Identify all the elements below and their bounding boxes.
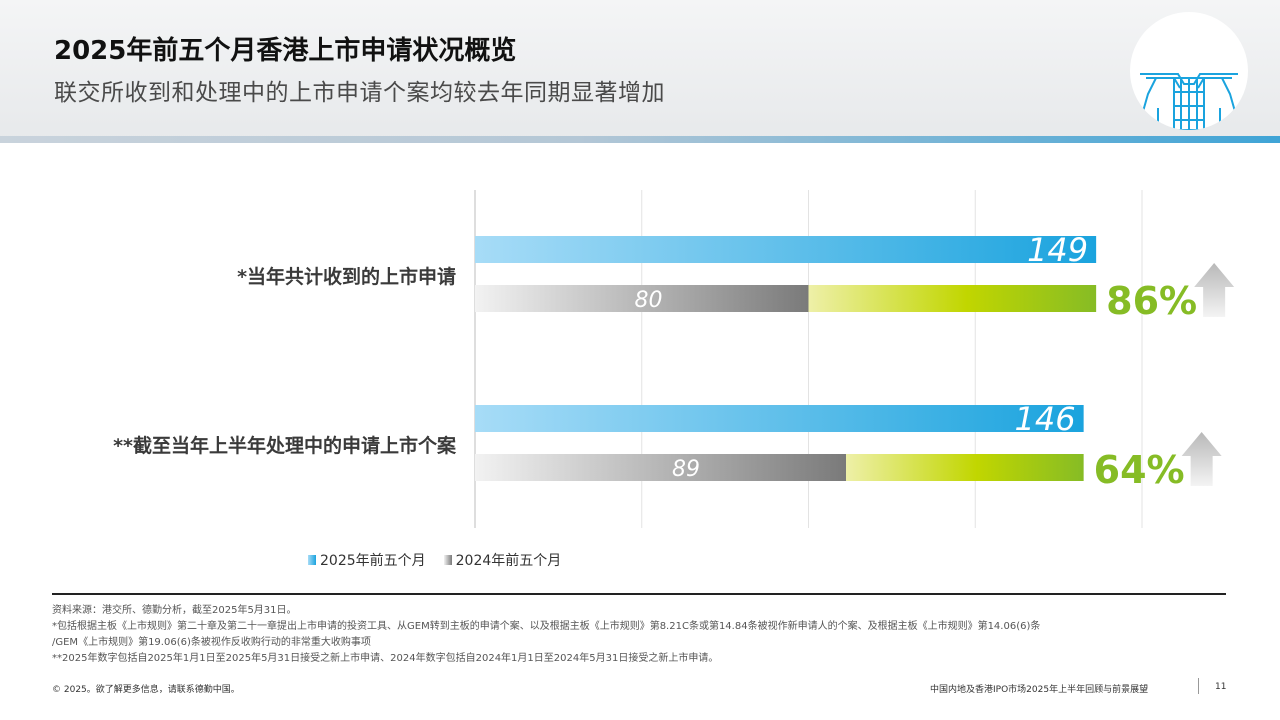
header-band (0, 0, 1280, 140)
bar-2024 (475, 454, 847, 481)
growth-label: 64% (1094, 448, 1185, 492)
legend: 2025年前五个月 2024年前五个月 (308, 550, 561, 570)
legend-item-2024: 2024年前五个月 (443, 550, 562, 570)
up-arrow-icon (1194, 263, 1235, 317)
value-label-2025: 149 (1027, 231, 1088, 269)
note-source: 资料来源：港交所、德勤分析，截至2025年5月31日。 (52, 605, 297, 616)
up-arrow-icon (1181, 432, 1222, 486)
legend-item-2025: 2025年前五个月 (308, 550, 426, 570)
page-separator (1198, 678, 1199, 694)
legend-swatch-2025 (308, 555, 316, 565)
note-1: *包括根据主板《上市规则》第二十章及第二十一章提出上市申请的投资工具、从GEM转… (52, 621, 1041, 632)
note-1-cont: /GEM《上市规则》第19.06(6)条被视作反收购行动的非常重大收购事项 (52, 637, 371, 648)
page-title: 2025年前五个月香港上市申请状况概览 (54, 36, 517, 66)
growth-segment (846, 454, 1084, 481)
bar-2025 (475, 236, 1097, 263)
legend-swatch-2024 (443, 555, 452, 565)
bar-2024 (475, 285, 809, 312)
legend-label-2024: 2024年前五个月 (455, 553, 562, 569)
legend-label-2025: 2025年前五个月 (320, 553, 426, 569)
data-labels: 149 80 86% 146 89 64% (635, 231, 1235, 492)
bars (475, 236, 1097, 481)
logo (1130, 12, 1248, 130)
source-notes: 资料来源：港交所、德勤分析，截至2025年5月31日。 *包括根据主板《上市规则… (52, 603, 1232, 667)
growth-label: 86% (1106, 279, 1197, 323)
value-label-2024: 89 (672, 457, 700, 482)
page-number: 11 (1215, 682, 1227, 692)
growth-segment (808, 285, 1097, 312)
note-2: **2025年数字包括自2025年1月1日至2025年5月31日接受之新上市申请… (52, 653, 719, 664)
header-accent-bar (0, 136, 1280, 143)
page-subtitle: 联交所收到和处理中的上市申请个案均较去年同期显著增加 (54, 80, 665, 106)
value-label-2025: 146 (1015, 400, 1076, 438)
report-title: 中国内地及香港IPO市场2025年上半年回顾与前景展望 (930, 685, 1149, 695)
value-label-2024: 80 (635, 288, 663, 313)
category-label-received: *当年共计收到的上市申请 (237, 266, 456, 288)
category-label-processing: **截至当年上半年处理中的申请上市个案 (113, 435, 456, 457)
copyright: © 2025。欲了解更多信息，请联系德勤中国。 (52, 685, 240, 695)
bar-2025 (475, 405, 1084, 432)
footer-rule (52, 593, 1226, 595)
